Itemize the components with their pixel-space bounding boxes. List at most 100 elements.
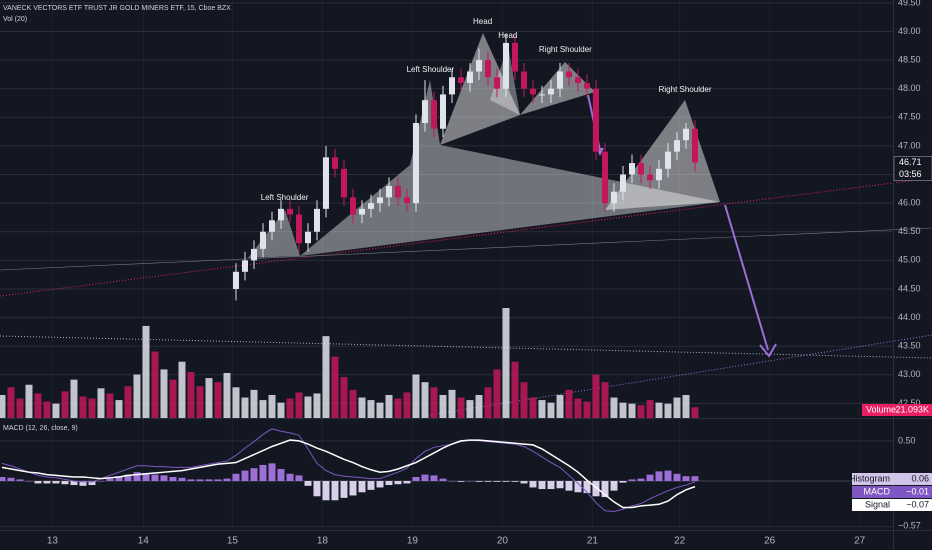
candle-body [376, 197, 383, 204]
volume-bar [430, 387, 438, 418]
volume-bar [88, 398, 96, 418]
legend-box [852, 499, 932, 511]
x-tick-label: 26 [764, 536, 776, 547]
volume-bar [520, 382, 528, 418]
x-tick-label: 15 [227, 536, 239, 547]
histogram-bar [70, 481, 78, 486]
histogram-bar [178, 477, 186, 482]
candle-body [673, 140, 680, 152]
head-triangle [440, 33, 520, 145]
histogram-bar [133, 472, 141, 482]
candle-body [259, 231, 266, 249]
volume-bar [367, 400, 375, 418]
x-tick-label: 20 [497, 536, 509, 547]
y-tick-label: 45.50 [898, 226, 921, 236]
y-tick-label: 48.50 [898, 54, 921, 64]
volume-bar [169, 379, 177, 418]
candle-body [457, 77, 464, 83]
grid [0, 0, 893, 530]
volume-bar [223, 372, 231, 418]
macd-title: MACD (12, 26, close, 9) [3, 425, 78, 432]
candle-body [475, 60, 482, 72]
volume-title: Vol (20) [3, 16, 27, 23]
volume-bar [124, 386, 132, 418]
histogram-bar [43, 481, 51, 484]
volume-bar [241, 397, 249, 418]
volume-bar [16, 398, 24, 418]
volume-bar [70, 379, 78, 418]
histogram-bar [196, 479, 204, 482]
candle-body [304, 231, 311, 244]
candle-body [439, 94, 446, 129]
volume-bar [394, 398, 402, 418]
volume-bar [178, 361, 186, 418]
volume-bar [142, 325, 150, 418]
volume-bar [340, 377, 348, 418]
volume-bar [538, 400, 546, 418]
candle-body [268, 220, 275, 232]
volume-bar [493, 369, 501, 418]
candle-body [583, 82, 590, 89]
volume-value: 21.093K [895, 404, 929, 414]
histogram-bar [592, 481, 600, 497]
histogram-bar [88, 481, 96, 486]
histogram-bar [376, 481, 384, 488]
y-tick-label: 49.00 [898, 26, 921, 36]
volume-bar [187, 371, 195, 418]
volume-bar [331, 356, 339, 418]
histogram-bar [349, 481, 357, 496]
candle-body [484, 60, 491, 78]
histogram-bar [124, 474, 132, 482]
candle-body [340, 168, 347, 198]
volume-bar [133, 374, 141, 418]
volume-bar [295, 392, 303, 418]
volume-bar [97, 388, 105, 418]
x-tick-label: 14 [138, 536, 150, 547]
histogram-bar [25, 481, 33, 482]
y-tick-label: 43.50 [898, 341, 921, 351]
histogram-bar [547, 481, 555, 490]
candle-body [547, 88, 554, 95]
histogram-bar [106, 478, 114, 482]
histogram-bar [7, 477, 15, 482]
histogram-bar [340, 481, 348, 498]
candle-body [601, 151, 608, 204]
y-tick-label: 48.00 [898, 83, 921, 93]
histogram-bar [79, 481, 87, 486]
volume-bar [79, 396, 87, 418]
histogram-bar [664, 470, 672, 482]
candle-body [412, 123, 419, 204]
volume-bar [448, 389, 456, 418]
volume-bar [277, 402, 285, 418]
y-tick-label: 47.00 [898, 140, 921, 150]
histogram-bar [430, 475, 438, 482]
histogram-bar [205, 479, 213, 482]
volume-bar [7, 387, 15, 418]
pattern-label: Head [473, 17, 492, 26]
marks [0, 34, 699, 513]
histogram-bar [16, 479, 24, 482]
candle-body [637, 163, 644, 175]
histogram-bar [268, 463, 276, 482]
volume-bar [529, 397, 537, 418]
pattern-label: Left Shoulder [407, 65, 455, 74]
volume-bar [646, 400, 654, 418]
candle-body [295, 214, 302, 244]
histogram-bar [277, 468, 285, 482]
candle-body [448, 77, 455, 95]
volume-bar [259, 400, 267, 418]
histogram-bar [403, 481, 411, 484]
volume-bar [412, 374, 420, 418]
histogram-bar [457, 481, 465, 482]
histogram-bar [475, 481, 483, 482]
candle-body [520, 71, 527, 89]
histogram-bar [682, 476, 690, 482]
histogram-bar [637, 478, 645, 482]
y-tick-label: 44.50 [898, 283, 921, 293]
volume-bar [61, 391, 69, 418]
volume-bar [655, 402, 663, 418]
histogram-bar [385, 481, 393, 486]
histogram-bar [619, 481, 627, 483]
